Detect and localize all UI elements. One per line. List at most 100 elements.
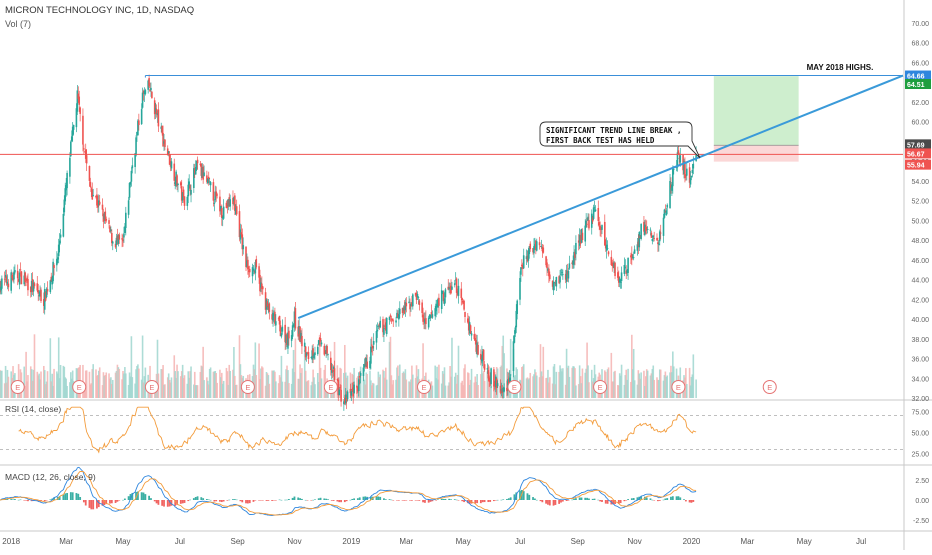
candle-body [76, 90, 79, 112]
candle-body [665, 210, 668, 216]
candle-body [168, 154, 171, 165]
volume-bar [53, 368, 55, 398]
candle-body [416, 294, 419, 298]
macd-histogram-bar [248, 500, 251, 504]
earnings-marker-label: E [512, 383, 517, 392]
earnings-marker [417, 380, 432, 394]
volume-bar [196, 385, 199, 398]
volume-bar [174, 371, 176, 398]
volume-bar [38, 373, 40, 398]
macd-histogram-bar [390, 499, 393, 501]
macd-histogram-bar [422, 500, 424, 503]
macd-histogram-bar [105, 500, 108, 505]
volume-bar [208, 368, 211, 398]
candle-body [672, 169, 674, 187]
volume-bar [539, 344, 542, 398]
candle-body [127, 200, 130, 215]
rsi-tick-label: 50.00 [911, 431, 929, 438]
candle-body [180, 186, 183, 201]
macd-histogram-bar [310, 500, 313, 501]
macd-histogram-bar [384, 499, 387, 500]
candle-body [651, 238, 654, 242]
candle-body [343, 401, 345, 405]
candle-body [233, 197, 235, 202]
candle-body [304, 346, 307, 358]
volume-bar [70, 372, 72, 398]
candle-body [533, 246, 535, 254]
volume-bar [462, 385, 464, 398]
candle-body [298, 326, 300, 334]
volume-bar [278, 375, 281, 398]
macd-histogram-bar [343, 500, 346, 503]
volume-bar [340, 368, 342, 398]
macd-tick-label: -2.50 [913, 518, 929, 525]
volume-bar [98, 367, 101, 398]
price-tick-label: 54.00 [911, 179, 929, 186]
volume-bar [233, 347, 235, 398]
candle-body [463, 300, 465, 310]
macd-histogram-bar [593, 498, 596, 500]
candle-body [397, 313, 399, 318]
volume-bar [44, 384, 47, 398]
volume-bar [435, 378, 437, 398]
macd-histogram-bar [645, 497, 648, 500]
volume-bar [490, 385, 492, 398]
candle-body [594, 209, 597, 212]
macd-histogram-bar [23, 500, 26, 501]
candle-body [105, 218, 108, 221]
candle-body [669, 181, 671, 209]
candle-body [330, 370, 333, 373]
drawing-lines[interactable] [0, 74, 904, 319]
candle-body [494, 376, 497, 388]
candle-body [66, 172, 68, 189]
candle-body [548, 268, 550, 277]
volume-bar [454, 372, 457, 398]
volume-bar [219, 369, 221, 398]
candle-body [414, 292, 417, 296]
volume-bar [226, 371, 229, 398]
candle-body [46, 289, 49, 292]
volume-bar [402, 371, 405, 398]
candle-body [383, 328, 385, 335]
time-axis[interactable]: 2018 Mar May Jul Sep Nov 2019 Mar May Jul Sep Nov 20… [2, 537, 866, 546]
candle-body [129, 182, 132, 185]
macd-tick-label: 2.50 [915, 478, 929, 485]
rsi-panel[interactable]: 75.00 50.00 25.00 [0, 406, 929, 459]
candle-body [676, 152, 679, 168]
volume-bar [313, 377, 315, 398]
macd-histogram-bar [232, 499, 234, 500]
candle-body [364, 364, 367, 366]
candle-body [652, 235, 655, 238]
volume-bar [623, 384, 626, 398]
volume-bar [36, 371, 39, 398]
macd-panel[interactable]: 2.50 0.00 -2.50 [0, 466, 929, 525]
candle-body [65, 185, 67, 191]
volume-bar [4, 365, 7, 398]
candle-body [349, 388, 352, 394]
macd-histogram-bar [14, 499, 16, 500]
candle-body [613, 262, 615, 269]
earnings-marker [10, 380, 25, 394]
candle-body [248, 270, 250, 273]
volume-bar [62, 365, 65, 398]
candle-body [391, 318, 394, 321]
candle-body [473, 334, 476, 340]
volume-bar [455, 383, 458, 398]
volume-bar [235, 384, 238, 398]
volume-bar [383, 371, 385, 398]
volume-bar [279, 377, 282, 398]
candle-body [542, 247, 545, 253]
macd-histogram-bar [506, 498, 508, 500]
volume-bar [662, 380, 665, 398]
candle-body [51, 277, 53, 285]
candle-body [540, 245, 543, 247]
candle-body [567, 270, 570, 279]
candle-body [142, 90, 145, 94]
candle-body [558, 276, 560, 284]
candle-body [92, 195, 94, 197]
volume-bar [286, 365, 288, 398]
volume-bar [521, 367, 523, 398]
callout-box[interactable]: SIGNIFICANT TREND LINE BREAK , FIRST BAC… [539, 121, 701, 159]
